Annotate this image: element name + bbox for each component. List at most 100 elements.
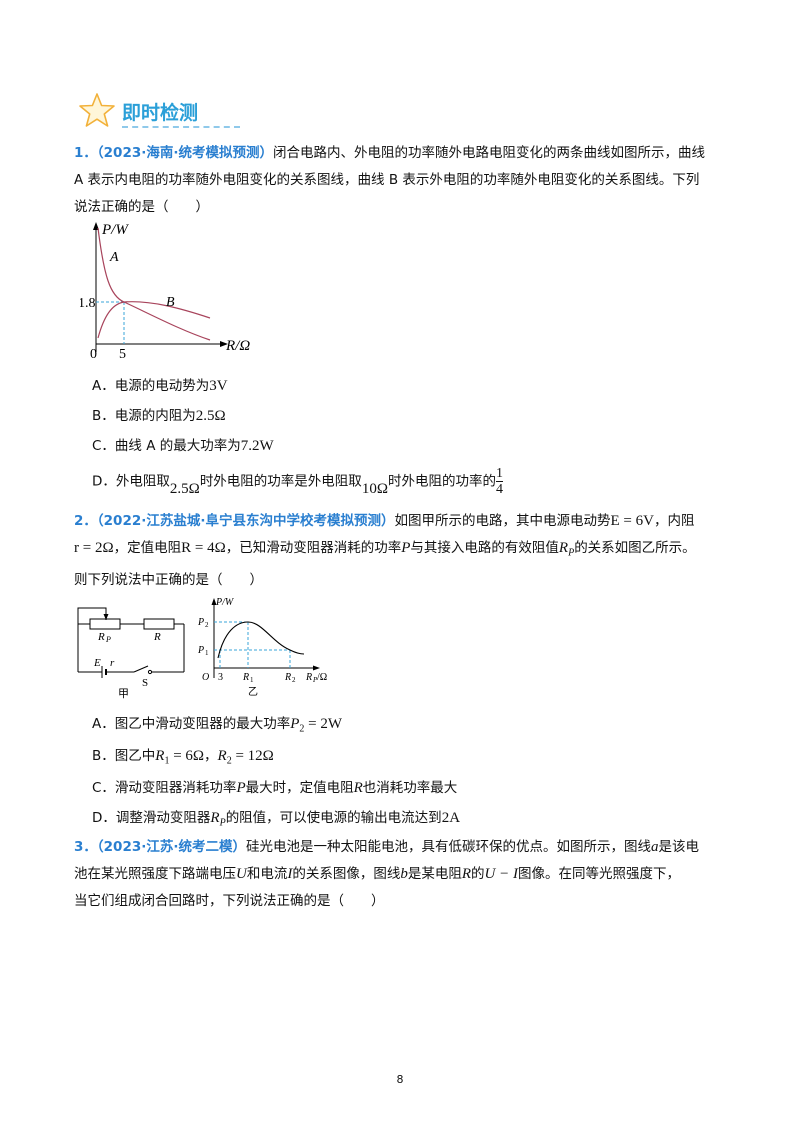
q1-option-d[interactable]: D．外电阻取2.5Ω时外电阻的功率是外电阻取10Ω时外电阻的功率的1 4 <box>92 466 503 497</box>
symbol-b: b <box>400 866 408 882</box>
y-tick-label: 1.8 <box>80 296 96 311</box>
p2-label: P <box>197 617 204 628</box>
question-text: 的 <box>471 866 485 882</box>
question-1: 1．（2023·海南·统考模拟预测）闭合电路内、外电阻的功率随外电路电阻变化的两… <box>74 140 724 221</box>
question-text: 的关系如图乙所示。 <box>574 540 696 556</box>
q1-power-graph: P/W A B 1.8 5 0 R/Ω <box>80 222 250 358</box>
p1-label: P <box>197 645 204 656</box>
option-value: R <box>217 748 227 764</box>
x-axis-label-sub: P <box>312 676 318 684</box>
circuit-caption: 甲 <box>118 688 129 700</box>
q2-option-c[interactable]: C．滑动变阻器消耗功率P最大时，定值电阻R也消耗功率最大 <box>92 776 457 797</box>
q1-option-c[interactable]: C．曲线 A 的最大功率为7.2W <box>92 434 274 455</box>
curve-b-label: B <box>166 295 175 310</box>
question-number: 3． <box>74 839 97 855</box>
option-value: 7.2W <box>240 438 274 454</box>
x-axis-label: R/Ω <box>225 338 250 354</box>
p1-sub: 1 <box>205 649 209 657</box>
emf-label: E <box>93 657 101 669</box>
question-text: 与其接入电路的有效阻值 <box>410 540 559 556</box>
power-curve <box>217 621 305 659</box>
section-title: 即时检测 <box>122 102 199 124</box>
option-value: 10Ω <box>361 480 388 497</box>
option-value: = 12Ω <box>231 748 274 764</box>
rp-label-sub: P <box>105 635 111 644</box>
slider-wire <box>77 607 107 624</box>
question-1-line-1: 1．（2023·海南·统考模拟预测）闭合电路内、外电阻的功率随外电路电阻变化的两… <box>74 140 724 167</box>
star-icon <box>79 93 115 127</box>
symbol-U: U <box>236 866 247 882</box>
internal-r-label: r <box>110 657 115 669</box>
option-value: 2.5Ω <box>169 480 200 497</box>
y-axis-label: P/W <box>215 597 235 608</box>
x-axis-label: R <box>305 672 312 683</box>
switch-contact <box>147 669 153 675</box>
option-text: D．外电阻取 <box>92 473 170 490</box>
question-text: 和电流 <box>246 866 288 882</box>
option-text: C．曲线 A 的最大功率为 <box>92 438 241 454</box>
Rp-subscript: P <box>568 547 575 559</box>
q1-option-b[interactable]: B．电源的内阻为2.5Ω <box>92 404 226 425</box>
symbol-I: I <box>287 866 293 882</box>
symbol-R: R <box>461 866 472 882</box>
q2-power-graph: P/W P 2 P 1 O 3 R 1 R 2 R P /Ω 乙 <box>197 597 327 698</box>
question-number: 1． <box>74 145 97 161</box>
option-text: A．电源的电动势为 <box>92 378 210 394</box>
r-value: r = 2Ω <box>74 540 114 556</box>
question-2-line-1: 2．（2022·江苏盐城·阜宁县东沟中学校考模拟预测）如图甲所示的电路，其中电源… <box>74 508 724 535</box>
question-source: （2023·海南·统考模拟预测） <box>96 145 273 161</box>
option-text: A．图乙中滑动变阻器的最大功率 <box>92 716 291 732</box>
option-text: D．调整滑动变阻器 <box>92 810 211 826</box>
option-value: R <box>155 748 165 764</box>
r1-sub: 1 <box>250 676 254 684</box>
p2-sub: 2 <box>205 621 209 629</box>
r2-sub: 2 <box>292 676 296 684</box>
question-3: 3．（2023·江苏·统考二模）硅光电池是一种太阳能电池，具有低碳环保的优点。如… <box>74 834 724 915</box>
question-text: 图像。在同等光照强度下， <box>517 866 680 882</box>
y-axis-label: P/W <box>101 222 129 238</box>
question-text: 是该电 <box>658 839 700 855</box>
origin-label: O <box>202 672 209 683</box>
R-value: R = 4Ω <box>181 540 226 556</box>
question-text: ，内阻 <box>653 513 695 529</box>
option-text: 也消耗功率最大 <box>362 780 458 796</box>
page-number: 8 <box>396 1073 404 1086</box>
y-axis-arrow <box>93 222 99 230</box>
r-fixed-label: R <box>153 631 161 643</box>
option-symbol: R <box>210 810 220 826</box>
question-3-line-1: 3．（2023·江苏·统考二模）硅光电池是一种太阳能电池，具有低碳环保的优点。如… <box>74 834 724 861</box>
question-number: 2． <box>74 513 97 529</box>
question-source: （2022·江苏盐城·阜宁县东沟中学校考模拟预测） <box>96 513 395 529</box>
question-2-line-2: r = 2Ω，定值电阻R = 4Ω，已知滑动变阻器消耗的功率P与其接入电路的有效… <box>74 535 724 567</box>
curve-a <box>97 227 211 341</box>
slider-arrow <box>103 614 109 620</box>
question-text: 的关系图像，图线 <box>292 866 401 882</box>
origin-label: 0 <box>90 347 97 358</box>
question-1-line-3: 说法正确的是（ ） <box>74 199 209 215</box>
q2-option-d[interactable]: D．调整滑动变阻器RP的阻值，可以使电源的输出电流达到2A <box>92 806 460 829</box>
option-subscript: P <box>219 817 226 829</box>
title-underline <box>122 126 240 128</box>
option-subscript: 1 <box>164 755 170 767</box>
P-symbol: P <box>401 540 411 556</box>
option-text: 最大时，定值电阻 <box>245 780 354 796</box>
option-text: 时外电阻的功率的 <box>387 473 496 490</box>
q1-option-a[interactable]: A．电源的电动势为3V <box>92 374 228 395</box>
switch-label: S <box>142 677 148 689</box>
q2-option-a[interactable]: A．图乙中滑动变阻器的最大功率P2 = 2W <box>92 712 342 735</box>
switch-blade <box>133 665 149 673</box>
option-symbol: R <box>353 780 363 796</box>
question-text: 硅光电池是一种太阳能电池，具有低碳环保的优点。如图所示，图线 <box>246 839 651 855</box>
graph-caption: 乙 <box>248 686 258 698</box>
fixed-resistor <box>143 618 175 630</box>
rheostat <box>89 618 121 630</box>
q2-option-b[interactable]: B．图乙中R1 = 6Ω，R2 = 12Ω <box>92 744 274 767</box>
option-text: B．图乙中 <box>92 748 156 764</box>
question-text: ，已知滑动变阻器消耗的功率 <box>225 540 402 556</box>
x-axis-arrow <box>220 341 228 347</box>
option-value: 2A <box>441 810 461 826</box>
r1-label: R <box>242 672 249 683</box>
option-value: P <box>290 716 300 732</box>
q2-circuit-diagram: R P R E r S 甲 <box>77 607 185 700</box>
